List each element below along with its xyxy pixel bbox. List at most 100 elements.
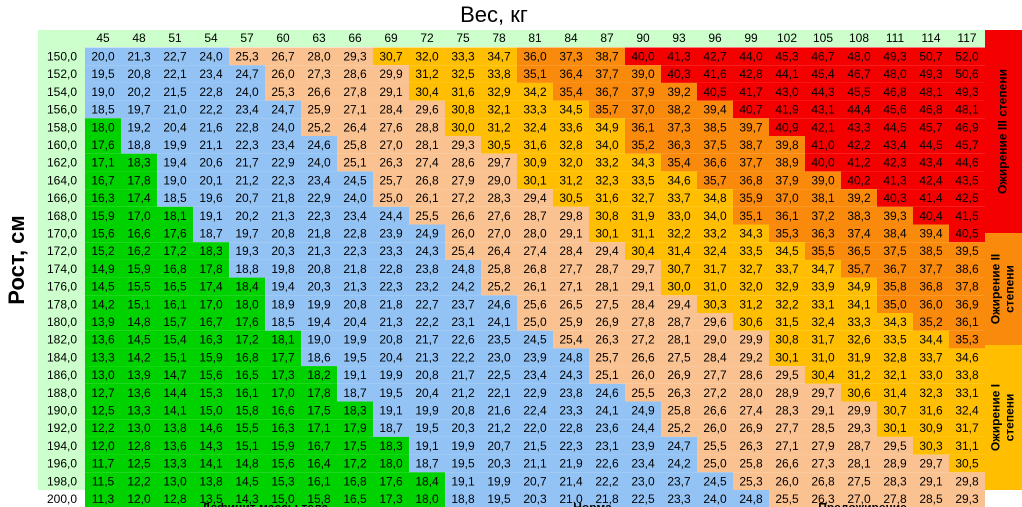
bmi-value: 18,7 bbox=[199, 227, 223, 241]
cell-bg bbox=[769, 259, 805, 278]
cell-bg bbox=[409, 383, 445, 402]
cell-bg bbox=[589, 47, 625, 66]
cell-bg bbox=[877, 419, 913, 437]
cell-bg bbox=[769, 136, 805, 154]
bmi-value: 49,3 bbox=[919, 67, 943, 81]
cell-bg bbox=[589, 65, 625, 83]
cell-bg bbox=[373, 383, 409, 402]
bmi-value: 31,4 bbox=[883, 386, 907, 400]
cell-bg bbox=[193, 277, 229, 296]
cell-bg bbox=[589, 277, 625, 296]
cell-bg bbox=[157, 153, 193, 172]
bmi-value: 27,4 bbox=[523, 244, 547, 258]
cell-bg bbox=[661, 118, 697, 136]
cell-bg bbox=[517, 47, 553, 66]
cell-bg bbox=[301, 153, 337, 172]
cell-bg bbox=[589, 419, 625, 437]
cell-bg bbox=[553, 313, 589, 331]
bmi-value: 15,4 bbox=[163, 333, 187, 347]
cell-bg bbox=[445, 348, 481, 367]
bmi-value: 30,4 bbox=[631, 244, 655, 258]
cell-bg bbox=[949, 47, 985, 66]
cell-bg bbox=[661, 171, 697, 190]
bmi-value: 13,8 bbox=[199, 474, 223, 488]
bmi-value: 24,3 bbox=[415, 244, 439, 258]
cell-bg bbox=[229, 153, 265, 172]
cell-bg bbox=[373, 82, 409, 101]
bmi-value: 28,6 bbox=[343, 67, 367, 81]
cell-bg bbox=[481, 490, 517, 507]
bmi-value: 27,1 bbox=[775, 439, 799, 453]
height-label: 164,0 bbox=[47, 173, 77, 187]
cell-bg bbox=[769, 313, 805, 331]
cell-bg bbox=[913, 454, 949, 473]
bmi-value: 22,2 bbox=[595, 474, 619, 488]
bmi-value: 31,1 bbox=[955, 439, 979, 453]
cell-bg bbox=[481, 366, 517, 384]
cell-bg bbox=[589, 401, 625, 420]
cell-bg bbox=[949, 277, 985, 296]
cell-bg bbox=[769, 383, 805, 402]
cell-bg bbox=[733, 348, 769, 367]
cell-bg bbox=[373, 277, 409, 296]
bmi-value: 36,6 bbox=[703, 156, 727, 170]
bmi-value: 19,5 bbox=[379, 386, 403, 400]
bmi-value: 34,0 bbox=[703, 209, 727, 223]
bmi-value: 16,7 bbox=[199, 315, 223, 329]
cell-bg bbox=[553, 348, 589, 367]
bmi-value: 24,5 bbox=[343, 173, 367, 187]
bmi-value: 22,3 bbox=[307, 209, 331, 223]
cell-bg bbox=[121, 171, 157, 190]
bmi-value: 22,3 bbox=[379, 280, 403, 294]
bmi-value: 27,8 bbox=[631, 315, 655, 329]
bmi-value: 30,0 bbox=[451, 120, 475, 134]
cell-bg bbox=[661, 366, 697, 384]
cell-bg bbox=[265, 454, 301, 473]
cell-bg bbox=[877, 206, 913, 225]
cell-bg bbox=[337, 419, 373, 437]
cell-bg bbox=[265, 383, 301, 402]
bmi-value: 30,5 bbox=[487, 138, 511, 152]
cell-bg bbox=[769, 277, 805, 296]
bmi-value: 43,4 bbox=[919, 156, 943, 170]
cell-bg bbox=[157, 454, 193, 473]
cell-bg bbox=[841, 47, 877, 66]
bmi-value: 26,6 bbox=[775, 457, 799, 471]
cell-bg bbox=[697, 313, 733, 331]
cell-bg bbox=[337, 242, 373, 260]
cell-bg bbox=[85, 242, 121, 260]
bmi-value: 22,5 bbox=[631, 492, 655, 506]
cell-bg bbox=[949, 472, 985, 490]
bmi-value: 15,5 bbox=[127, 280, 151, 294]
cell-bg bbox=[841, 401, 877, 420]
bmi-value: 19,8 bbox=[271, 262, 295, 276]
height-label: 170,0 bbox=[47, 227, 77, 241]
bmi-value: 21,5 bbox=[523, 439, 547, 453]
cell-bg bbox=[265, 472, 301, 490]
cell-bg bbox=[481, 348, 517, 367]
cell-bg bbox=[517, 490, 553, 507]
bmi-value: 25,3 bbox=[271, 85, 295, 99]
bmi-value: 28,1 bbox=[847, 457, 871, 471]
bmi-value: 33,8 bbox=[487, 67, 511, 81]
bmi-value: 16,5 bbox=[343, 492, 367, 506]
bmi-value: 19,5 bbox=[487, 492, 511, 506]
cell-bg bbox=[85, 136, 121, 154]
cell-bg bbox=[193, 189, 229, 207]
bmi-value: 37,0 bbox=[631, 103, 655, 117]
cell-bg bbox=[373, 295, 409, 313]
bmi-value: 40,0 bbox=[631, 50, 655, 64]
weight-label: 111 bbox=[886, 31, 905, 45]
cell-bg bbox=[733, 401, 769, 420]
bmi-value: 16,4 bbox=[307, 457, 331, 471]
cell-bg bbox=[733, 330, 769, 349]
cell-bg bbox=[661, 189, 697, 207]
bmi-value: 23,9 bbox=[631, 439, 655, 453]
bmi-value: 25,5 bbox=[775, 492, 799, 506]
bmi-value: 29,3 bbox=[847, 421, 871, 435]
cell-bg bbox=[301, 189, 337, 207]
cell-bg bbox=[913, 118, 949, 136]
bmi-value: 25,3 bbox=[235, 50, 259, 64]
bmi-value: 19,1 bbox=[451, 474, 475, 488]
cell-bg bbox=[481, 118, 517, 136]
